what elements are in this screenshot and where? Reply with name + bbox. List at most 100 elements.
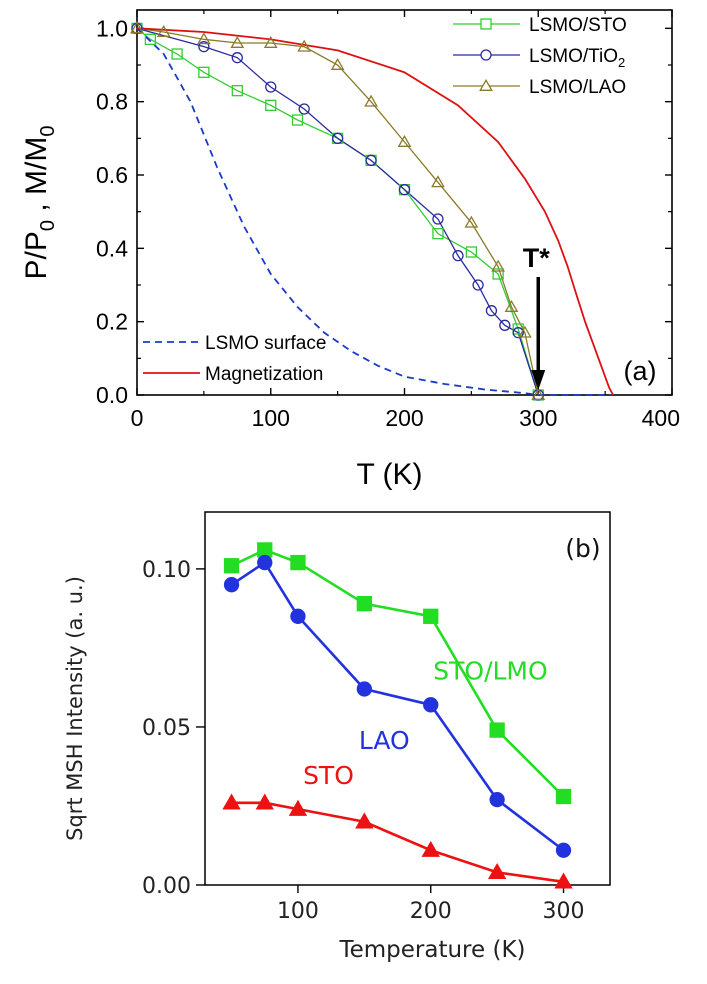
- data-point-lsmo-lao: [531, 387, 546, 400]
- x-axis-label: T (K): [356, 458, 422, 491]
- data-point-lsmo-sto: [171, 48, 183, 60]
- data-point-lsmo-lao: [397, 134, 412, 147]
- data-point-sto: [554, 872, 573, 889]
- legend-marker-lsmo-sto: [480, 18, 492, 30]
- y-axis-label-subscript: 0: [37, 220, 59, 231]
- x-tick-label: 100: [277, 899, 319, 924]
- data-point-lsmo-lao: [197, 32, 211, 45]
- data-point-lsmo-lao: [330, 57, 345, 70]
- series-line-lsmo-surface: [136, 27, 612, 396]
- x-axis-label: Temperature (K): [338, 937, 525, 963]
- data-point-lsmo-sto: [465, 246, 478, 258]
- data-point-lsmo-sto: [432, 228, 444, 240]
- y-axis-label-subscript: 0: [37, 126, 59, 137]
- data-point-lsmo-lao: [263, 35, 278, 48]
- series-line-lsmo-lao: [136, 27, 539, 396]
- data-point-sto: [421, 840, 440, 857]
- data-point-sto-lmo: [423, 608, 439, 624]
- data-point-lsmo-lao: [518, 325, 532, 338]
- data-point-lsmo-tio2: [512, 327, 524, 339]
- data-point-lao: [290, 608, 306, 624]
- data-point-lao: [423, 697, 439, 713]
- data-point-lsmo-lao: [130, 21, 144, 34]
- series-line-lsmo-tio2: [136, 27, 539, 396]
- data-point-lsmo-lao: [364, 94, 378, 107]
- data-point-lsmo-sto: [291, 114, 304, 126]
- x-tick-label: 200: [410, 899, 452, 924]
- data-point-lsmo-lao: [431, 175, 445, 188]
- data-point-lao: [489, 792, 505, 808]
- data-point-sto-lmo: [257, 542, 273, 558]
- data-point-sto: [255, 793, 274, 810]
- y-tick-label: 0.8: [96, 89, 128, 115]
- annotation-arrow-head: [531, 370, 546, 390]
- data-point-sto: [288, 799, 308, 816]
- plot-frame: [204, 511, 611, 886]
- data-point-lsmo-lao: [297, 39, 312, 52]
- data-point-lsmo-tio2: [365, 154, 377, 166]
- y-tick-label: 0.10: [142, 558, 191, 583]
- legend-label-lsmo-lao: LSMO/LAO: [529, 77, 626, 98]
- data-point-sto: [222, 793, 241, 810]
- legend-label-text: LSMO/LAO: [529, 77, 626, 98]
- y-tick-label: 0.2: [96, 309, 128, 335]
- y-tick-label: 1.0: [96, 15, 128, 41]
- y-tick-label: 0.6: [96, 162, 128, 188]
- legend-label-lsmo-surface: LSMO surface: [205, 333, 326, 354]
- data-point-lsmo-tio2: [398, 184, 411, 196]
- y-tick-label: 0.00: [142, 874, 191, 899]
- y-axis-label: P/P0 , M/M0: [20, 126, 59, 280]
- series-line-magnetization: [136, 27, 614, 396]
- data-point-lsmo-sto: [231, 85, 243, 97]
- x-tick-label: 0: [131, 405, 144, 431]
- data-point-lsmo-tio2: [298, 103, 310, 115]
- data-point-lsmo-sto: [198, 66, 210, 78]
- legend-marker-lsmo-lao: [479, 78, 493, 91]
- panel-label-a: (a): [624, 356, 657, 386]
- data-point-lsmo-tio2: [231, 52, 243, 64]
- series-line-lsmo-sto: [136, 27, 539, 396]
- data-point-lao: [257, 554, 273, 571]
- legend-label-subscript: 2: [618, 55, 625, 70]
- data-point-lsmo-lao: [464, 215, 479, 228]
- data-point-lsmo-tio2: [499, 319, 511, 331]
- data-point-lsmo-tio2: [472, 279, 484, 291]
- y-axis-label-part: , M/M: [20, 137, 53, 220]
- x-tick-label: 300: [543, 899, 585, 924]
- data-point-lao: [555, 842, 572, 858]
- data-point-sto-lmo: [489, 722, 505, 738]
- y-axis-label: Sqrt MSH Intensity (a. u.): [63, 576, 87, 841]
- data-point-sto-lmo: [555, 788, 572, 805]
- data-point-lsmo-tio2: [485, 305, 498, 317]
- data-point-sto-lmo: [290, 554, 306, 571]
- data-point-lsmo-tio2: [198, 41, 210, 53]
- panel-label-b: (b): [565, 534, 600, 563]
- data-point-lsmo-lao: [491, 259, 505, 272]
- data-point-lsmo-sto: [265, 99, 277, 111]
- legend-marker-lsmo-tio2: [480, 49, 492, 61]
- legend-label-lsmo-tio2: LSMO/TiO2: [529, 46, 625, 70]
- series-label-lao: LAO: [359, 726, 410, 755]
- x-tick-label: 200: [385, 405, 423, 431]
- data-point-lao: [356, 681, 372, 697]
- data-point-sto: [355, 812, 374, 829]
- panel-b-line-chart: 100 200 300 0.00 0.05 0.10 Temperature (K) Sqrt…: [63, 511, 611, 963]
- y-tick-label: 0.05: [142, 716, 191, 741]
- series-label-sto: STO: [303, 761, 354, 790]
- x-tick-label: 300: [519, 405, 557, 431]
- y-tick-label: 0.0: [96, 382, 128, 408]
- data-point-lsmo-lao: [230, 35, 245, 48]
- legend-label-text: LSMO/STO: [529, 15, 627, 36]
- data-point-lsmo-tio2: [452, 250, 464, 262]
- data-point-lao: [223, 577, 240, 593]
- y-axis-label-part: P/P: [20, 231, 53, 279]
- x-tick-label: 100: [252, 405, 290, 431]
- data-point-sto-lmo: [356, 596, 372, 612]
- legend-label-magnetization: Magnetization: [205, 364, 323, 385]
- series-line-sto: [231, 801, 564, 884]
- data-point-lsmo-lao: [156, 24, 171, 37]
- data-point-sto: [487, 862, 507, 880]
- data-point-lsmo-tio2: [265, 81, 277, 93]
